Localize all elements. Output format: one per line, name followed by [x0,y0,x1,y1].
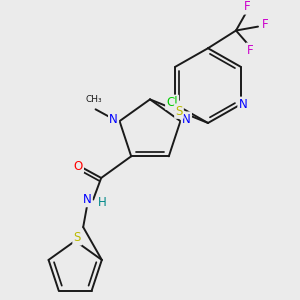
Text: N: N [182,113,191,126]
Text: S: S [175,105,183,118]
Text: O: O [74,160,83,172]
Text: Cl: Cl [166,96,178,109]
Text: F: F [244,0,250,14]
Text: H: H [98,196,106,209]
Text: N: N [238,98,247,111]
Text: F: F [247,44,253,57]
Text: S: S [74,231,81,244]
Text: F: F [262,18,268,31]
Text: CH₃: CH₃ [85,95,102,104]
Text: N: N [109,113,118,126]
Text: N: N [83,193,92,206]
